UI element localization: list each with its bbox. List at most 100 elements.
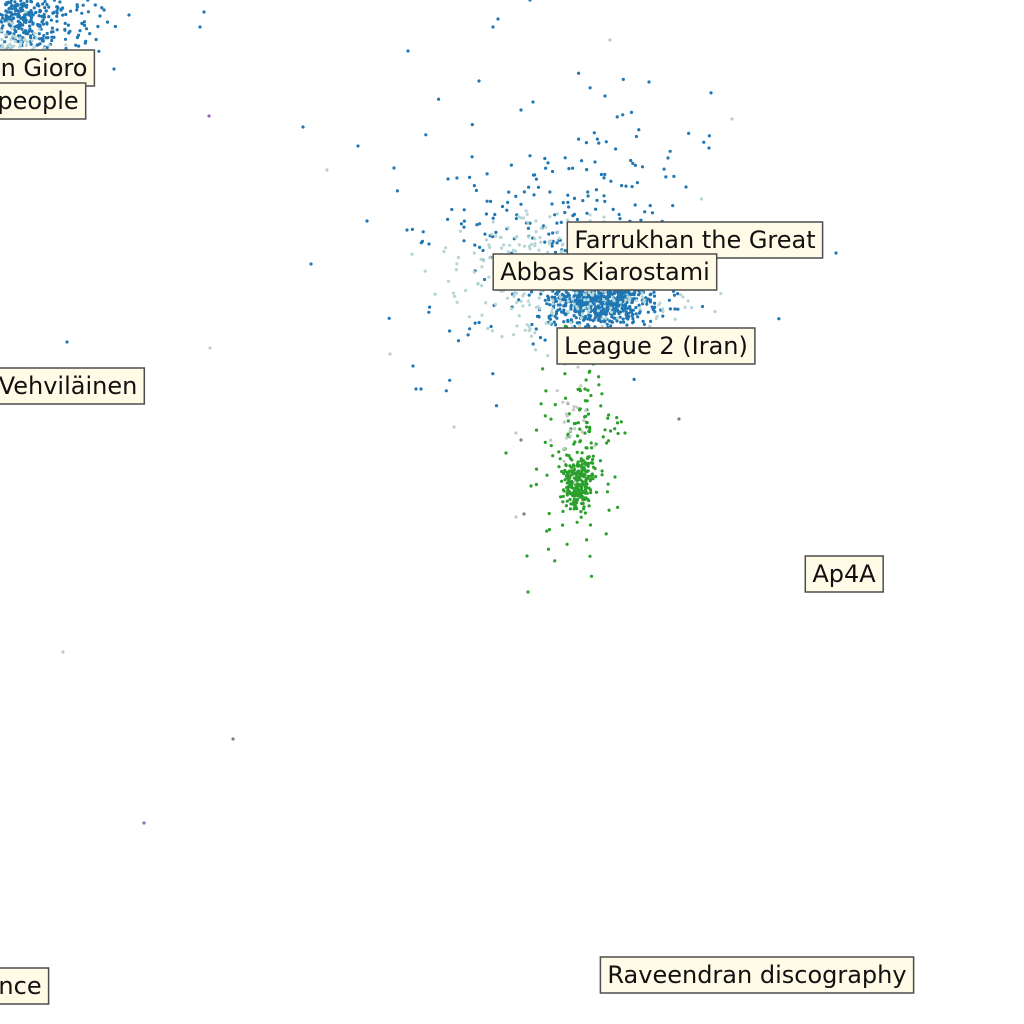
scatter-point	[577, 137, 581, 141]
scatter-point	[592, 302, 596, 306]
scatter-point	[522, 244, 527, 248]
scatter-point	[555, 221, 559, 225]
annotation-box	[599, 956, 915, 994]
scatter-point	[462, 219, 466, 223]
scatter-point	[578, 427, 582, 431]
annotation-text: Farrukhan the Great	[574, 226, 815, 254]
scatter-point	[462, 225, 466, 229]
scatter-point	[568, 434, 572, 438]
scatter-point	[81, 3, 85, 7]
scatter-point	[538, 336, 543, 340]
scatter-point	[652, 294, 657, 298]
scatter-point	[580, 302, 584, 306]
scatter-point	[487, 243, 491, 247]
scatter-point	[42, 12, 46, 17]
scatter-point	[18, 21, 22, 25]
scatter-point	[580, 430, 584, 434]
scatter-point	[437, 97, 441, 101]
scatter-point	[421, 230, 425, 234]
scatter-point	[661, 314, 665, 318]
scatter-point	[557, 450, 561, 454]
scatter-point	[605, 490, 610, 494]
scatter-point	[646, 310, 650, 314]
scatter-point	[600, 473, 604, 477]
scatter-point	[3, 40, 7, 44]
scatter-point	[559, 220, 563, 224]
scatter-point	[573, 440, 577, 444]
scatter-point	[588, 369, 592, 373]
scatter-point	[637, 128, 641, 132]
scatter-point	[623, 290, 628, 294]
scatter-point	[27, 29, 31, 33]
scatter-point	[525, 323, 529, 327]
scatter-point	[551, 302, 555, 306]
scatter-point	[574, 316, 578, 320]
scatter-point	[589, 441, 593, 445]
scatter-point	[586, 194, 590, 198]
scatter-point	[410, 252, 414, 256]
scatter-point	[444, 246, 448, 250]
scatter-point	[582, 418, 586, 423]
scatter-point	[539, 240, 543, 244]
scatter-point	[579, 464, 583, 468]
scatter-point	[84, 39, 88, 43]
scatter-point	[591, 298, 595, 302]
scatter-point	[584, 300, 588, 305]
scatter-point	[625, 300, 629, 304]
scatter-point	[573, 498, 577, 503]
scatter-point	[565, 493, 569, 497]
scatter-point	[589, 574, 594, 578]
scatter-point	[611, 207, 615, 211]
scatter-point	[554, 323, 558, 327]
scatter-point	[561, 523, 565, 527]
scatter-point	[578, 312, 582, 317]
scatter-point	[604, 313, 608, 317]
scatter-point	[33, 31, 37, 36]
scatter-point	[834, 251, 838, 255]
scatter-point	[580, 293, 584, 297]
scatter-point	[553, 559, 557, 563]
scatter-point	[473, 321, 477, 325]
scatter-point	[45, 31, 49, 36]
scatter-point	[486, 326, 490, 331]
scatter-point	[427, 310, 431, 314]
scatter-point	[78, 29, 82, 33]
scatter-point	[580, 479, 584, 483]
scatter-point	[648, 204, 652, 208]
scatter-point	[607, 508, 611, 512]
scatter-point	[4, 9, 8, 13]
scatter-point	[583, 387, 587, 391]
scatter-point	[16, 39, 20, 44]
scatter-point	[519, 299, 523, 303]
scatter-point	[423, 269, 427, 273]
scatter-point	[643, 210, 647, 214]
scatter-point	[513, 249, 518, 253]
scatter-point	[603, 94, 607, 98]
scatter-point	[505, 208, 509, 212]
scatter-point	[566, 419, 570, 423]
scatter-point	[43, 0, 47, 4]
scatter-point	[548, 190, 552, 194]
scatter-point	[594, 475, 598, 479]
scatter-point	[543, 298, 547, 302]
scatter-point	[573, 471, 577, 475]
scatter-point	[93, 3, 97, 7]
scatter-point	[4, 33, 8, 37]
scatter-point	[27, 13, 31, 17]
scatter-point	[575, 500, 579, 505]
scatter-point	[629, 158, 633, 163]
scatter-point	[541, 367, 545, 371]
scatter-point	[555, 241, 559, 245]
scatter-point	[531, 342, 535, 346]
scatter-point	[572, 314, 576, 318]
scatter-point	[562, 446, 567, 451]
scatter-point	[565, 481, 569, 485]
scatter-point	[549, 444, 553, 448]
scatter-point	[58, 0, 62, 4]
scatter-point	[627, 298, 631, 302]
scatter-point	[480, 313, 484, 317]
annotation-text: nce	[0, 972, 42, 1000]
scatter-point	[560, 243, 565, 247]
scatter-point	[609, 179, 613, 183]
